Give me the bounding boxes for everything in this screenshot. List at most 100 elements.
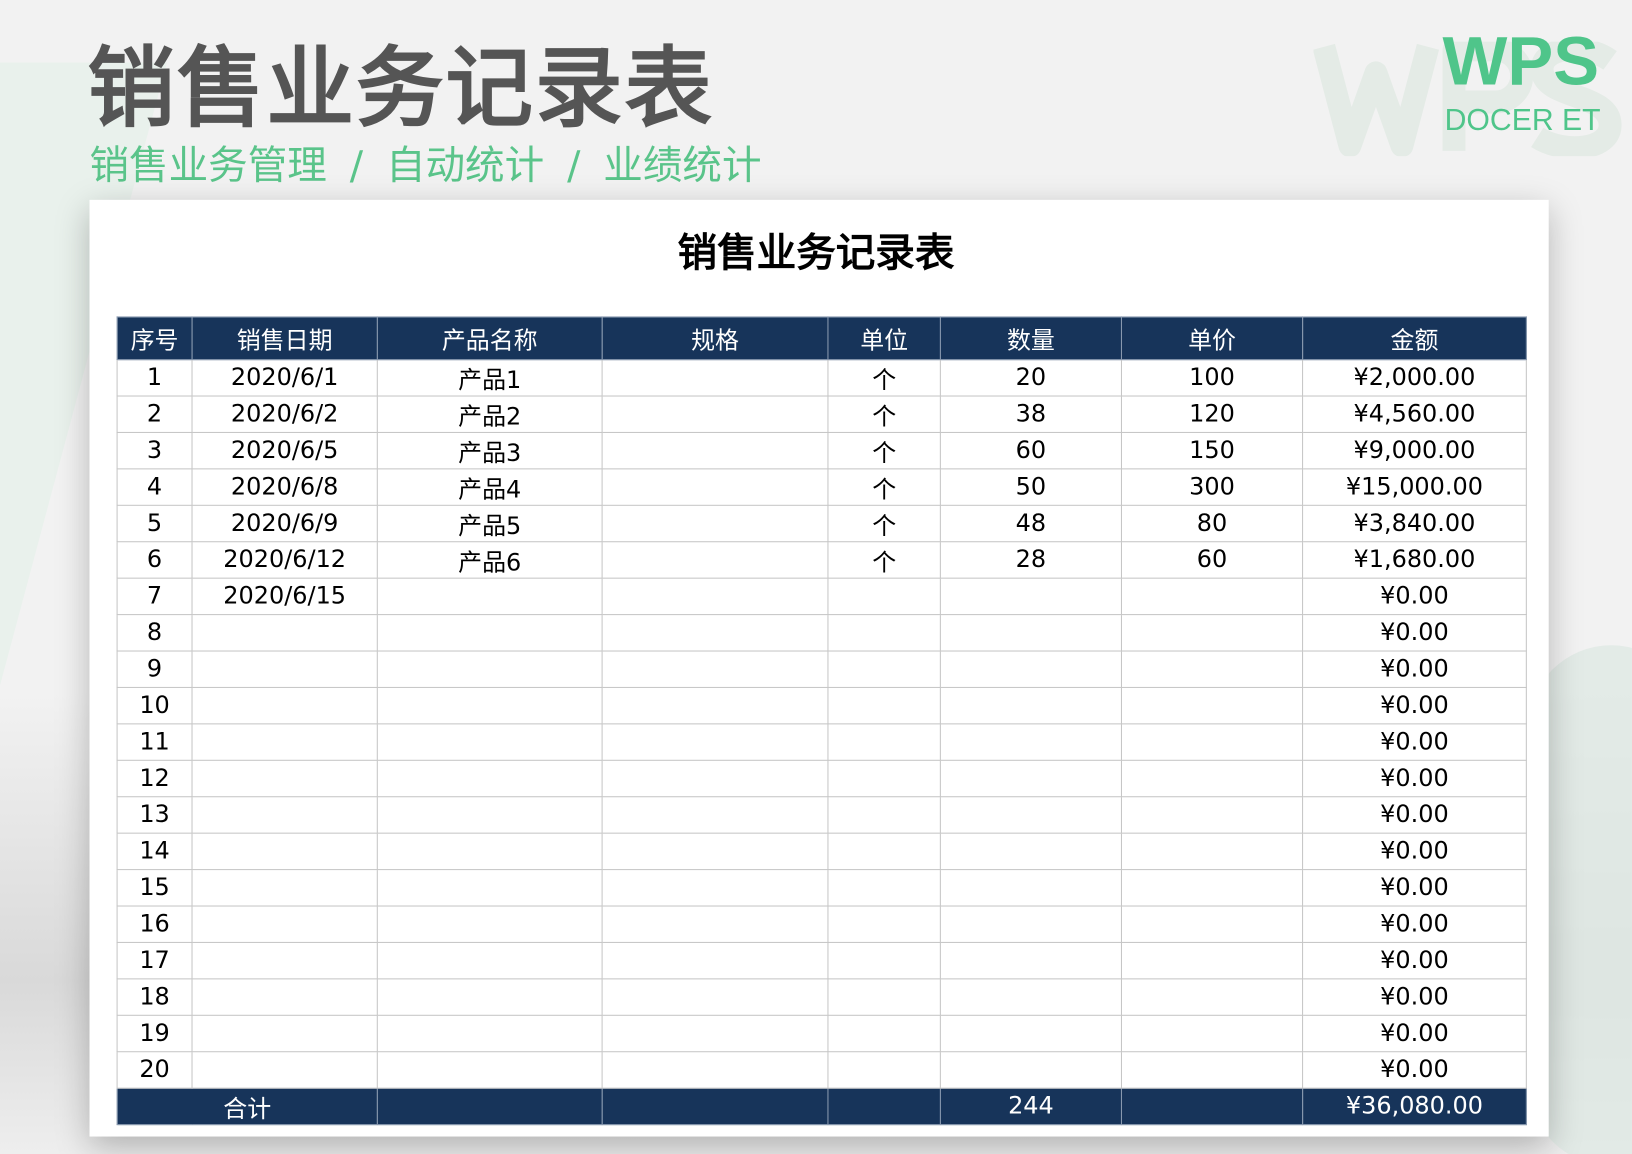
- table-cell[interactable]: [601, 1051, 829, 1089]
- table-cell[interactable]: 产品6: [376, 541, 603, 579]
- table-cell[interactable]: [827, 686, 941, 725]
- column-header[interactable]: 产品名称: [376, 316, 603, 361]
- table-cell[interactable]: ¥0.00: [1302, 832, 1527, 871]
- table-cell[interactable]: [601, 978, 829, 1016]
- table-cell[interactable]: 80: [1120, 504, 1304, 543]
- table-cell[interactable]: [601, 796, 829, 834]
- table-cell[interactable]: [1120, 577, 1304, 616]
- table-cell[interactable]: 14: [116, 832, 193, 871]
- column-header[interactable]: 单位: [827, 316, 941, 361]
- table-cell[interactable]: 100: [1120, 359, 1304, 397]
- table-cell[interactable]: [939, 978, 1122, 1016]
- table-cell[interactable]: [376, 905, 603, 943]
- table-cell[interactable]: [376, 832, 603, 871]
- table-cell[interactable]: [827, 832, 941, 871]
- table-cell[interactable]: [601, 1014, 829, 1053]
- table-cell[interactable]: [191, 796, 378, 834]
- table-cell[interactable]: [1120, 650, 1304, 688]
- table-cell[interactable]: [1120, 686, 1304, 725]
- column-header[interactable]: 金额: [1302, 316, 1527, 361]
- table-cell[interactable]: [827, 978, 941, 1016]
- table-cell[interactable]: [827, 1087, 941, 1126]
- table-cell[interactable]: [191, 832, 378, 871]
- table-cell[interactable]: [191, 686, 378, 725]
- table-cell[interactable]: [601, 686, 829, 725]
- table-cell[interactable]: ¥0.00: [1302, 577, 1527, 616]
- table-cell[interactable]: 6: [116, 541, 193, 579]
- table-cell[interactable]: [827, 869, 941, 907]
- table-cell[interactable]: 2020/6/1: [191, 359, 378, 397]
- table-cell[interactable]: [1120, 832, 1304, 871]
- table-cell[interactable]: [939, 1051, 1122, 1089]
- table-cell[interactable]: [601, 869, 829, 907]
- table-cell[interactable]: [191, 723, 378, 761]
- table-cell[interactable]: [939, 759, 1122, 798]
- table-cell[interactable]: 2: [116, 395, 193, 433]
- table-cell[interactable]: [1120, 869, 1304, 907]
- table-cell[interactable]: [827, 614, 941, 652]
- table-cell[interactable]: [191, 650, 378, 688]
- table-cell[interactable]: ¥0.00: [1302, 686, 1527, 725]
- table-cell[interactable]: [939, 1014, 1122, 1053]
- table-cell[interactable]: 150: [1120, 431, 1304, 470]
- table-cell[interactable]: [376, 577, 603, 616]
- table-cell[interactable]: 120: [1120, 395, 1304, 433]
- table-cell[interactable]: [191, 614, 378, 652]
- table-cell[interactable]: ¥2,000.00: [1302, 359, 1527, 397]
- table-cell[interactable]: [1120, 978, 1304, 1016]
- table-cell[interactable]: 18: [116, 978, 193, 1016]
- table-cell[interactable]: 2020/6/9: [191, 504, 378, 543]
- table-cell[interactable]: [601, 759, 829, 798]
- table-cell[interactable]: 3: [116, 431, 193, 470]
- table-cell[interactable]: 16: [116, 905, 193, 943]
- table-cell[interactable]: 个: [827, 468, 941, 506]
- table-cell[interactable]: [1120, 905, 1304, 943]
- table-cell[interactable]: [1120, 759, 1304, 798]
- table-cell[interactable]: [376, 1051, 603, 1089]
- total-quantity[interactable]: 244: [939, 1087, 1122, 1126]
- table-cell[interactable]: ¥0.00: [1302, 978, 1527, 1016]
- table-cell[interactable]: 产品2: [376, 395, 603, 433]
- table-cell[interactable]: [601, 395, 829, 433]
- table-cell[interactable]: [191, 869, 378, 907]
- table-cell[interactable]: 50: [939, 468, 1122, 506]
- table-cell[interactable]: 2020/6/8: [191, 468, 378, 506]
- table-cell[interactable]: [1120, 1051, 1304, 1089]
- table-cell[interactable]: ¥3,840.00: [1302, 504, 1527, 543]
- table-cell[interactable]: [827, 796, 941, 834]
- table-cell[interactable]: [1120, 723, 1304, 761]
- table-cell[interactable]: [601, 905, 829, 943]
- table-cell[interactable]: [939, 869, 1122, 907]
- table-cell[interactable]: 产品5: [376, 504, 603, 543]
- table-cell[interactable]: [376, 723, 603, 761]
- table-cell[interactable]: 8: [116, 614, 193, 652]
- table-cell[interactable]: [191, 1014, 378, 1053]
- table-cell[interactable]: 4: [116, 468, 193, 506]
- table-cell[interactable]: [939, 796, 1122, 834]
- table-cell[interactable]: ¥0.00: [1302, 796, 1527, 834]
- table-cell[interactable]: [939, 723, 1122, 761]
- table-cell[interactable]: 5: [116, 504, 193, 543]
- table-cell[interactable]: 2020/6/2: [191, 395, 378, 433]
- table-cell[interactable]: ¥9,000.00: [1302, 431, 1527, 470]
- table-cell[interactable]: ¥0.00: [1302, 869, 1527, 907]
- table-cell[interactable]: ¥0.00: [1302, 723, 1527, 761]
- table-cell[interactable]: [827, 1014, 941, 1053]
- table-cell[interactable]: [1120, 796, 1304, 834]
- table-cell[interactable]: [939, 832, 1122, 871]
- table-cell[interactable]: 1: [116, 359, 193, 397]
- table-cell[interactable]: ¥0.00: [1302, 614, 1527, 652]
- table-cell[interactable]: 48: [939, 504, 1122, 543]
- table-cell[interactable]: [939, 905, 1122, 943]
- table-cell[interactable]: 11: [116, 723, 193, 761]
- table-cell[interactable]: 个: [827, 504, 941, 543]
- column-header[interactable]: 销售日期: [191, 316, 378, 361]
- table-cell[interactable]: [601, 577, 829, 616]
- table-cell[interactable]: [191, 1051, 378, 1089]
- table-cell[interactable]: [827, 759, 941, 798]
- table-cell[interactable]: [827, 723, 941, 761]
- table-cell[interactable]: ¥0.00: [1302, 905, 1527, 943]
- table-cell[interactable]: 300: [1120, 468, 1304, 506]
- table-cell[interactable]: 2020/6/12: [191, 541, 378, 579]
- table-cell[interactable]: [601, 650, 829, 688]
